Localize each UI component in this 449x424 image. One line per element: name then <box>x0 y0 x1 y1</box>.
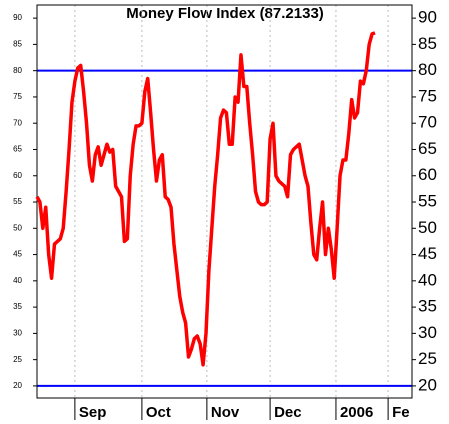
y-tick-label-right: 85 <box>418 34 437 53</box>
y-tick-label-right: 35 <box>418 297 437 316</box>
x-tick-label: Oct <box>146 404 171 421</box>
y-tick-label-left: 65 <box>13 145 22 154</box>
y-tick-label-right: 70 <box>418 113 437 132</box>
x-tick-label: 2006 <box>340 404 373 421</box>
y-tick-label-left: 85 <box>13 40 22 49</box>
y-tick-label-right: 40 <box>418 270 437 289</box>
y-tick-label-left: 80 <box>13 66 22 75</box>
y-tick-label-right: 90 <box>418 8 437 27</box>
y-tick-label-left: 55 <box>13 197 22 206</box>
y-tick-label-right: 45 <box>418 244 437 263</box>
y-tick-label-right: 55 <box>418 192 437 211</box>
y-tick-label-right: 25 <box>418 349 437 368</box>
y-tick-label-right: 60 <box>418 165 437 184</box>
y-tick-label-left: 45 <box>13 250 22 259</box>
x-tick-label: Sep <box>79 404 107 421</box>
y-tick-label-left: 40 <box>13 276 22 285</box>
y-tick-label-right: 80 <box>418 60 437 79</box>
data-line <box>35 31 376 367</box>
y-tick-label-left: 35 <box>13 302 22 311</box>
y-tick-label-left: 60 <box>13 171 22 180</box>
y-tick-label-left: 70 <box>13 118 22 127</box>
x-tick-label: Nov <box>211 404 240 421</box>
y-tick-label-left: 90 <box>13 13 22 22</box>
y-tick-label-left: 75 <box>13 92 22 101</box>
y-tick-label-left: 50 <box>13 223 22 232</box>
x-tick-label: Fe <box>392 404 410 421</box>
y-tick-label-right: 75 <box>418 86 437 105</box>
plot-frame <box>36 4 413 399</box>
y-tick-label-right: 20 <box>418 375 437 394</box>
y-tick-label-right: 30 <box>418 323 437 342</box>
y-tick-label-left: 25 <box>13 355 22 364</box>
y-tick-label-right: 50 <box>418 218 437 237</box>
y-tick-label-right: 65 <box>418 139 437 158</box>
y-tick-label-left: 20 <box>13 381 22 390</box>
chart-title: Money Flow Index (87.2133) <box>126 5 324 22</box>
y-tick-label-left: 30 <box>13 328 22 337</box>
x-tick-label: Dec <box>274 404 302 421</box>
